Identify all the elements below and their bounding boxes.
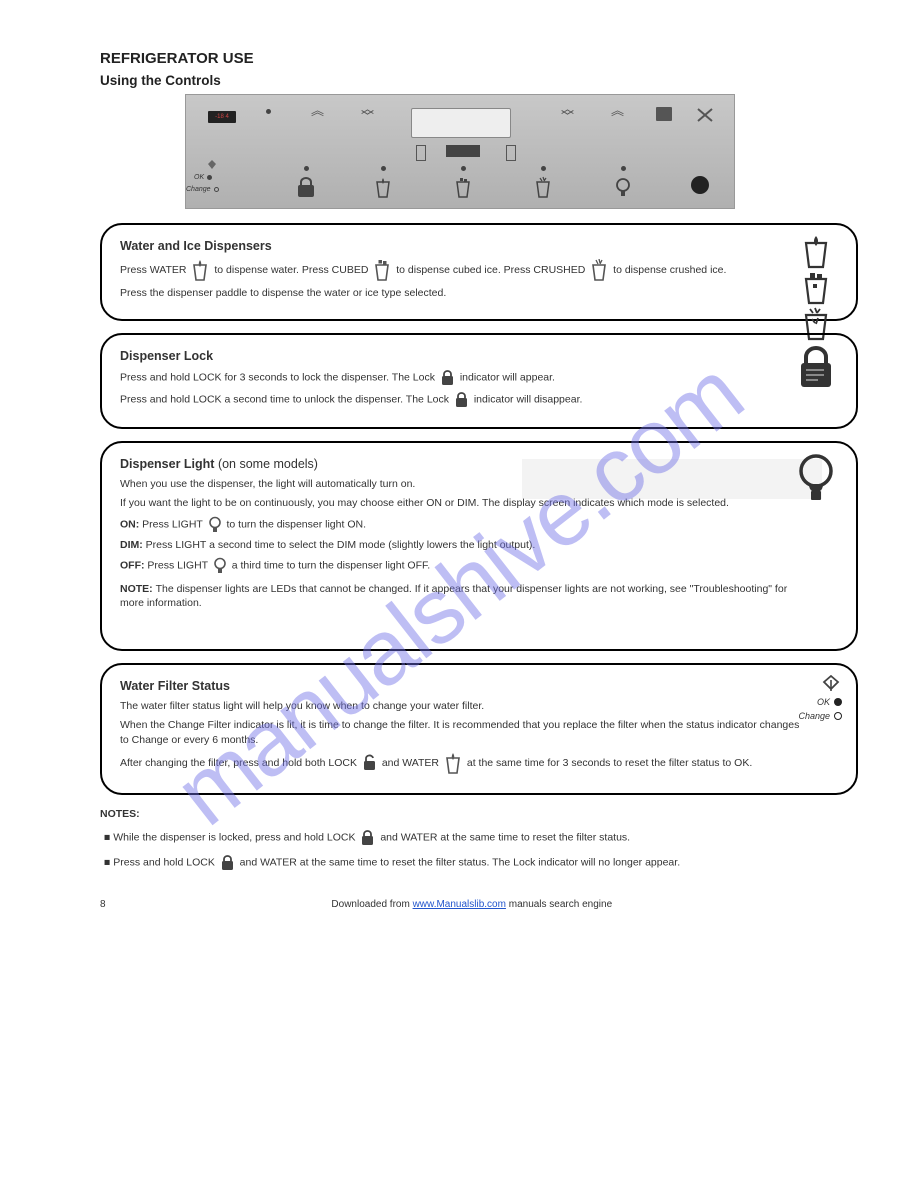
lock-closed-inline-icon <box>440 369 455 386</box>
water-inline-2-icon <box>444 752 462 774</box>
dispenser-section: Water and Ice Dispensers Press WATER to … <box>100 223 858 321</box>
lock-section: Dispenser Lock Press and hold LOCK for 3… <box>100 333 858 429</box>
lock-corner-icon <box>790 345 842 389</box>
lock-panel-icon <box>296 176 316 198</box>
padlock-large-icon <box>796 345 836 389</box>
page-footer: 8 Downloaded from www.Manualslib.com man… <box>100 899 858 910</box>
filter-line1: The water filter status light will help … <box>120 699 810 713</box>
lock-line2: Press and hold LOCK a second time to unl… <box>120 391 810 408</box>
display-screen-icon <box>411 108 511 138</box>
light-note: NOTE: The dispenser lights are LEDs that… <box>120 582 810 610</box>
crushed-inline-icon <box>590 259 608 281</box>
filter-drop-icon <box>206 160 218 170</box>
page-content: REFRIGERATOR USE Using the Controls -18 … <box>0 0 918 950</box>
bulb-large-icon <box>794 453 838 503</box>
light-corner-icon <box>790 453 842 503</box>
dot-1-icon <box>266 109 271 114</box>
x-icon <box>696 107 714 123</box>
bulb-inline-2-icon <box>213 557 227 574</box>
water-panel-icon <box>374 176 392 198</box>
filter-section: OK Change Water Filter Status The water … <box>100 663 858 795</box>
up-down-2-icon: ︿﹀ <box>561 105 574 121</box>
section-heading: Using the Controls <box>100 73 858 88</box>
light-title: Dispenser Light (on some models) <box>120 457 838 471</box>
light-row-dim: DIM: Press LIGHT a second time to select… <box>120 538 810 552</box>
light-section: Dispenser Light (on some models) When yo… <box>100 441 858 651</box>
grid-icon <box>656 107 672 121</box>
lock-closed-inline2-icon <box>454 391 469 408</box>
up-down-1-icon: ︿﹀ <box>361 105 374 121</box>
bar-icon-3 <box>506 145 516 161</box>
note-bullet-2: ■ Press and hold LOCK and WATER at the s… <box>100 854 858 871</box>
cp-dot-cubed <box>461 166 466 171</box>
footer-notes: NOTES: ■ While the dispenser is locked, … <box>100 807 858 872</box>
light-line2: If you want the light to be on continuou… <box>120 496 810 510</box>
light-row-off: OFF: Press LIGHT a third time to turn th… <box>120 557 810 574</box>
bar-icon-1 <box>416 145 426 161</box>
filter-line2: When the Change Filter indicator is lit,… <box>120 718 810 746</box>
cp-dot-water <box>381 166 386 171</box>
note-bullet-1: ■ While the dispenser is locked, press a… <box>100 829 858 846</box>
cp-dot-crushed <box>541 166 546 171</box>
main-heading: REFRIGERATOR USE <box>100 50 858 67</box>
cubed-panel-icon <box>454 176 472 198</box>
cp-dot-light <box>621 166 626 171</box>
crushed-panel-icon <box>534 176 552 198</box>
dispenser-corner-icons <box>790 235 842 341</box>
filter-corner-icons: OK Change <box>790 675 842 721</box>
black-button-icon <box>691 176 709 194</box>
footer-credit: Downloaded from www.Manualslib.com manua… <box>331 899 612 910</box>
dispenser-line2: Press the dispenser paddle to dispense t… <box>120 286 810 300</box>
filter-label <box>206 160 218 170</box>
filter-title: Water Filter Status <box>120 679 838 693</box>
chevron-expand-icon: ︽ <box>311 107 324 115</box>
lock-inline-note2-icon <box>220 854 235 871</box>
ok-status-row: OK <box>817 697 842 707</box>
bulb-inline-1-icon <box>208 516 222 533</box>
change-status-row: Change <box>798 711 842 721</box>
cp-dot-lock <box>304 166 309 171</box>
water-inline-icon <box>191 259 209 281</box>
dispenser-title: Water and Ice Dispensers <box>120 239 838 253</box>
change-indicator: Change <box>186 186 219 193</box>
notes-label: NOTES: <box>100 808 140 820</box>
bar-icon-2 <box>446 145 480 157</box>
light-panel-icon <box>614 176 632 198</box>
control-panel-diagram: -18 4 ︽ ︿﹀ ︿﹀ ︽ <box>185 94 735 209</box>
filter-line3: After changing the filter, press and hol… <box>120 752 810 774</box>
filter-drop-large-icon <box>820 675 842 693</box>
footer-link[interactable]: www.Manualslib.com <box>413 899 506 910</box>
light-row-on: ON: Press LIGHT to turn the dispenser li… <box>120 516 810 533</box>
ok-indicator: OK <box>194 174 212 181</box>
dispenser-line1: Press WATER to dispense water. Press CUB… <box>120 259 810 281</box>
light-line1: When you use the dispenser, the light wi… <box>120 477 810 491</box>
lock-open-inline-icon <box>362 754 377 771</box>
temp-display-icon: -18 4 <box>208 111 236 123</box>
chevron-expand-2-icon: ︽ <box>611 107 624 115</box>
lock-line1: Press and hold LOCK for 3 seconds to loc… <box>120 369 810 386</box>
water-glass-icon <box>802 235 830 269</box>
cubed-glass-icon <box>802 271 830 305</box>
lock-inline-note1-icon <box>360 829 375 846</box>
page-number: 8 <box>100 899 106 910</box>
cubed-inline-icon <box>373 259 391 281</box>
lock-title: Dispenser Lock <box>120 349 838 363</box>
